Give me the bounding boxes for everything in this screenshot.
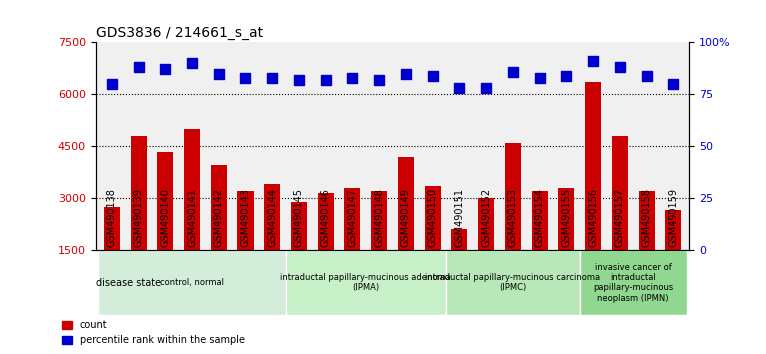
Text: disease state: disease state bbox=[96, 278, 161, 287]
Bar bbox=[291, 202, 307, 302]
Text: GSM490138: GSM490138 bbox=[106, 188, 116, 247]
Point bbox=[587, 58, 599, 64]
Bar bbox=[612, 136, 628, 302]
Point bbox=[186, 61, 198, 66]
Point bbox=[319, 77, 332, 83]
Text: GSM490139: GSM490139 bbox=[133, 188, 143, 247]
Bar bbox=[318, 193, 334, 302]
Bar bbox=[184, 129, 200, 302]
FancyBboxPatch shape bbox=[580, 250, 687, 315]
Text: GSM490153: GSM490153 bbox=[508, 188, 518, 247]
Point bbox=[400, 71, 412, 76]
Bar bbox=[345, 188, 361, 302]
Point bbox=[534, 75, 546, 81]
Point bbox=[453, 85, 466, 91]
Text: GSM490141: GSM490141 bbox=[187, 188, 197, 247]
Point bbox=[560, 73, 572, 79]
Text: GSM490159: GSM490159 bbox=[669, 188, 679, 247]
Text: GSM490150: GSM490150 bbox=[427, 188, 437, 247]
Point bbox=[106, 81, 118, 87]
Text: GSM490142: GSM490142 bbox=[214, 188, 224, 247]
Bar bbox=[264, 184, 280, 302]
Text: GSM490154: GSM490154 bbox=[535, 188, 545, 247]
Point bbox=[213, 71, 225, 76]
Point bbox=[640, 73, 653, 79]
Text: GSM490140: GSM490140 bbox=[160, 188, 170, 247]
Bar bbox=[157, 152, 173, 302]
Text: GSM490156: GSM490156 bbox=[588, 188, 598, 247]
Point bbox=[507, 69, 519, 74]
Bar bbox=[558, 188, 574, 302]
Point bbox=[480, 85, 493, 91]
Text: GSM490149: GSM490149 bbox=[401, 188, 411, 247]
Text: intraductal papillary-mucinous carcinoma
(IPMC): intraductal papillary-mucinous carcinoma… bbox=[425, 273, 601, 292]
Bar bbox=[237, 191, 254, 302]
Bar bbox=[505, 143, 521, 302]
Bar bbox=[424, 186, 440, 302]
Text: control, normal: control, normal bbox=[160, 278, 224, 287]
FancyBboxPatch shape bbox=[446, 250, 580, 315]
Text: intraductal papillary-mucinous adenoma
(IPMA): intraductal papillary-mucinous adenoma (… bbox=[280, 273, 451, 292]
Point bbox=[667, 81, 679, 87]
Bar bbox=[130, 136, 146, 302]
FancyBboxPatch shape bbox=[286, 250, 446, 315]
Point bbox=[373, 77, 385, 83]
Text: GSM490151: GSM490151 bbox=[454, 188, 464, 247]
Point bbox=[159, 67, 172, 72]
Bar bbox=[639, 191, 655, 302]
Bar bbox=[532, 191, 548, 302]
Text: GSM490155: GSM490155 bbox=[561, 188, 571, 247]
Point bbox=[239, 75, 251, 81]
Legend: count, percentile rank within the sample: count, percentile rank within the sample bbox=[58, 316, 249, 349]
Point bbox=[293, 77, 305, 83]
Point bbox=[133, 64, 145, 70]
Bar bbox=[211, 165, 227, 302]
Text: GDS3836 / 214661_s_at: GDS3836 / 214661_s_at bbox=[96, 26, 263, 40]
Text: GSM490143: GSM490143 bbox=[241, 188, 250, 247]
Text: invasive cancer of
intraductal
papillary-mucinous
neoplasm (IPMN): invasive cancer of intraductal papillary… bbox=[593, 263, 673, 303]
Bar bbox=[478, 198, 494, 302]
Bar bbox=[372, 191, 388, 302]
Bar bbox=[451, 229, 467, 302]
Bar bbox=[103, 207, 119, 302]
Point bbox=[266, 75, 278, 81]
Bar bbox=[666, 210, 682, 302]
FancyBboxPatch shape bbox=[98, 250, 286, 315]
Text: GSM490157: GSM490157 bbox=[615, 188, 625, 247]
Text: GSM490147: GSM490147 bbox=[348, 188, 358, 247]
Point bbox=[346, 75, 358, 81]
Point bbox=[427, 73, 439, 79]
Point bbox=[614, 64, 626, 70]
Text: GSM490144: GSM490144 bbox=[267, 188, 277, 247]
Bar bbox=[585, 82, 601, 302]
Text: GSM490145: GSM490145 bbox=[294, 188, 304, 247]
Text: GSM490148: GSM490148 bbox=[375, 188, 385, 247]
Text: GSM490158: GSM490158 bbox=[642, 188, 652, 247]
Text: GSM490152: GSM490152 bbox=[481, 188, 491, 247]
Bar bbox=[398, 157, 414, 302]
Text: GSM490146: GSM490146 bbox=[321, 188, 331, 247]
